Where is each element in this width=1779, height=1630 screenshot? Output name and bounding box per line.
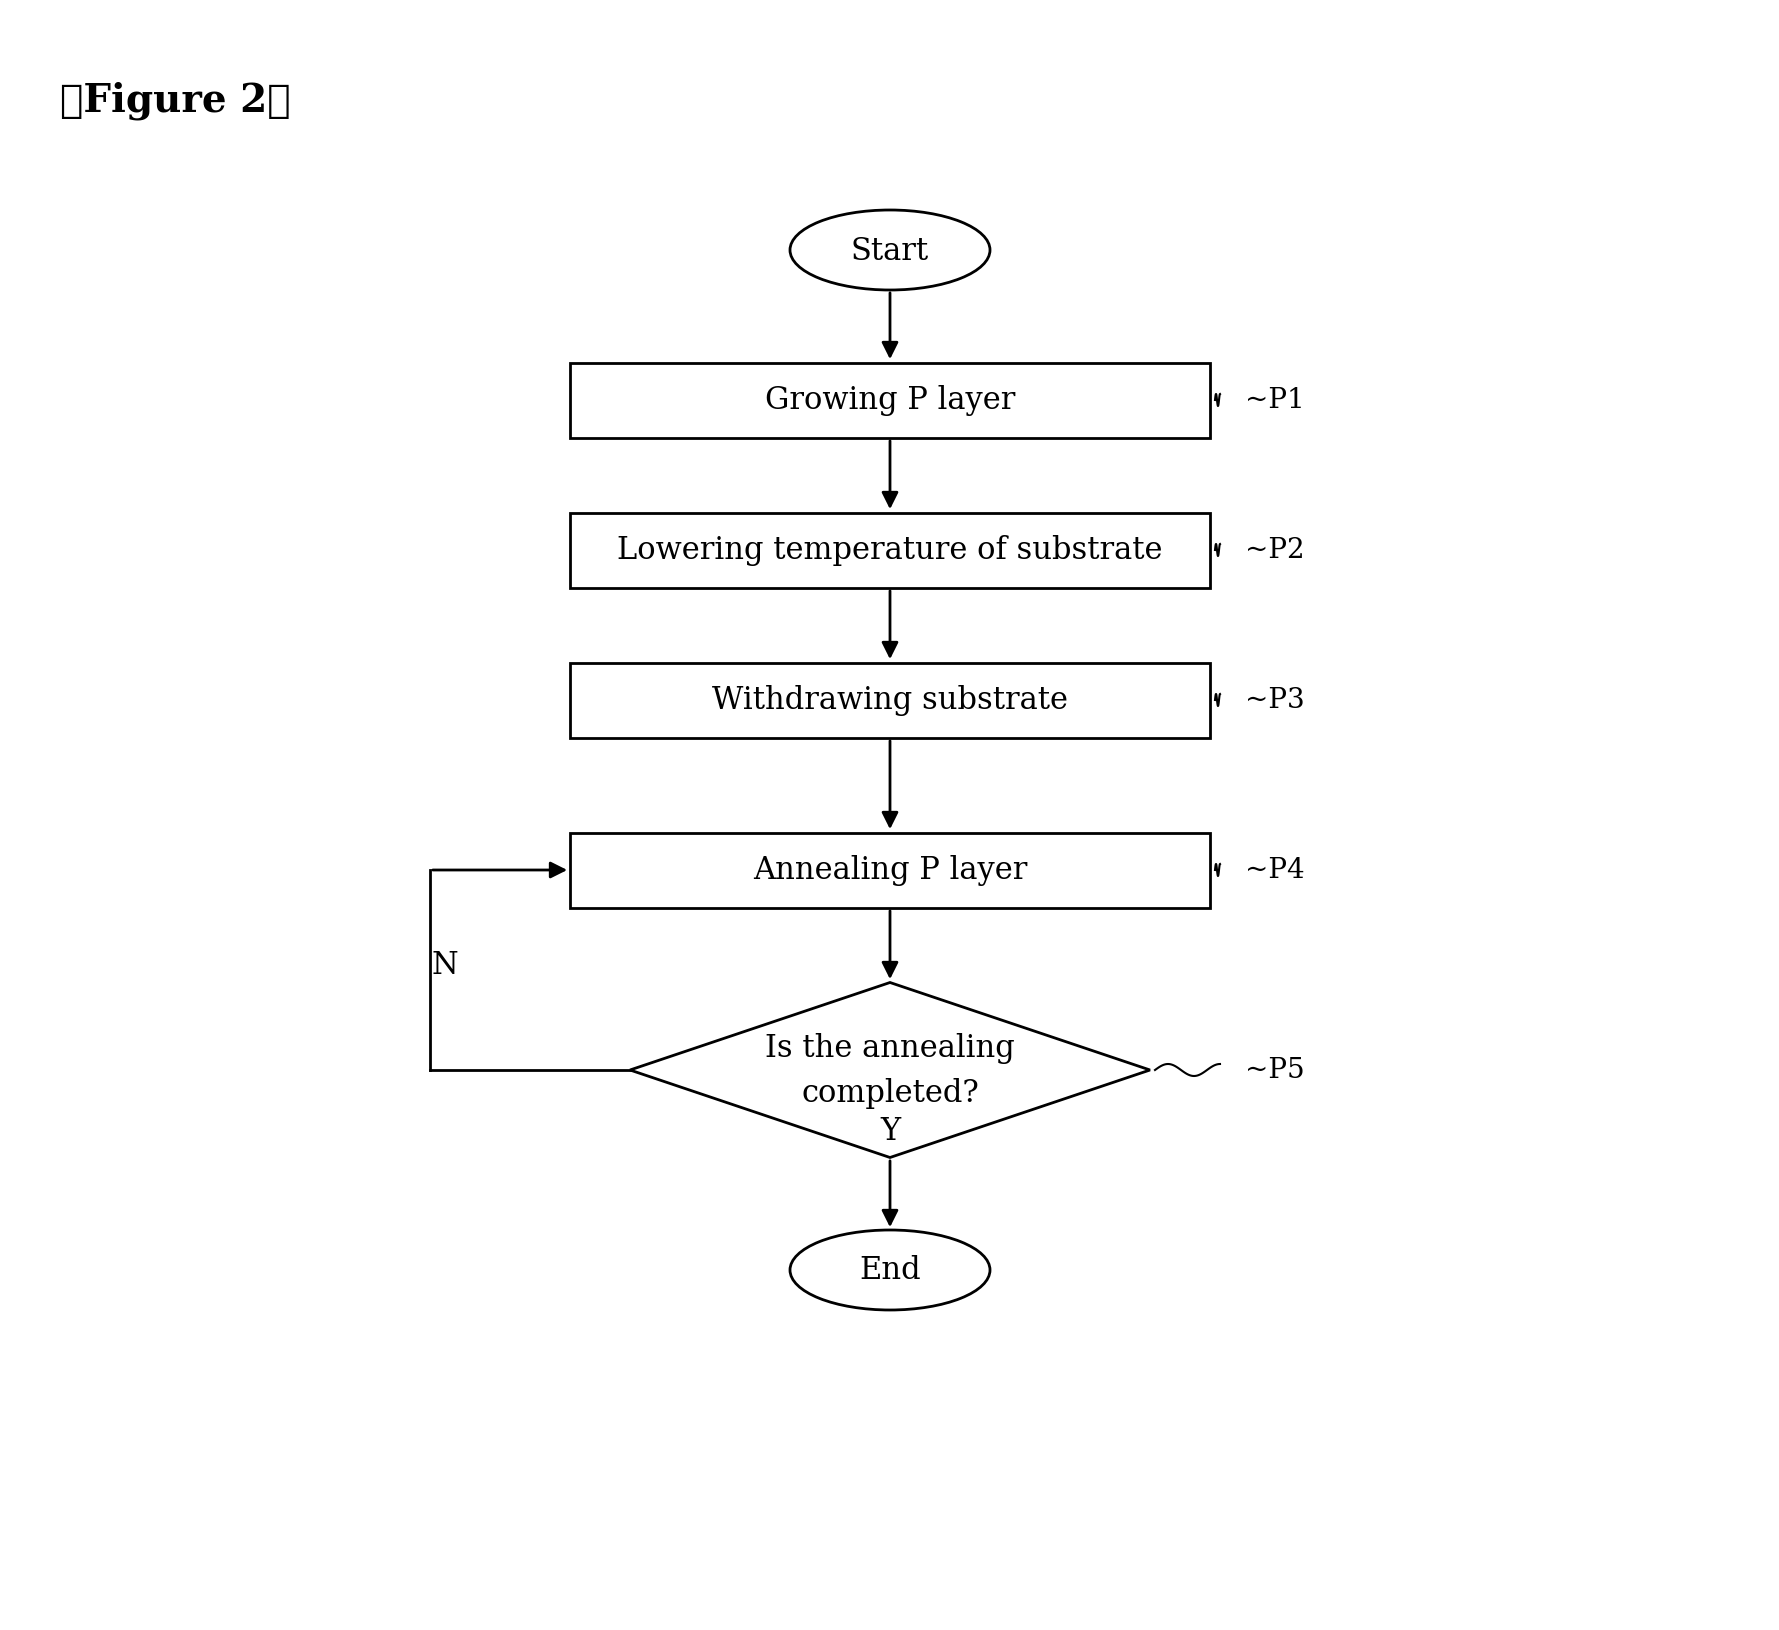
- Text: ~P5: ~P5: [1245, 1056, 1304, 1084]
- Text: ~P2: ~P2: [1245, 538, 1304, 564]
- Text: 《Figure 2》: 《Figure 2》: [60, 82, 290, 119]
- Text: ~P4: ~P4: [1245, 857, 1304, 883]
- Text: Is the annealing
completed?: Is the annealing completed?: [765, 1032, 1014, 1108]
- FancyBboxPatch shape: [569, 663, 1210, 738]
- FancyBboxPatch shape: [569, 363, 1210, 438]
- Text: Y: Y: [881, 1115, 900, 1146]
- Text: Growing P layer: Growing P layer: [765, 385, 1016, 416]
- Text: ~P1: ~P1: [1245, 388, 1304, 414]
- Polygon shape: [630, 983, 1149, 1157]
- Text: Lowering temperature of substrate: Lowering temperature of substrate: [617, 535, 1163, 566]
- Text: Start: Start: [850, 235, 929, 266]
- Text: Withdrawing substrate: Withdrawing substrate: [712, 685, 1067, 716]
- Text: ~P3: ~P3: [1245, 688, 1304, 714]
- Text: Annealing P layer: Annealing P layer: [753, 856, 1026, 887]
- Ellipse shape: [790, 1231, 989, 1311]
- Text: End: End: [859, 1255, 922, 1286]
- Ellipse shape: [790, 210, 989, 290]
- FancyBboxPatch shape: [569, 513, 1210, 588]
- Text: N: N: [432, 950, 459, 981]
- FancyBboxPatch shape: [569, 833, 1210, 908]
